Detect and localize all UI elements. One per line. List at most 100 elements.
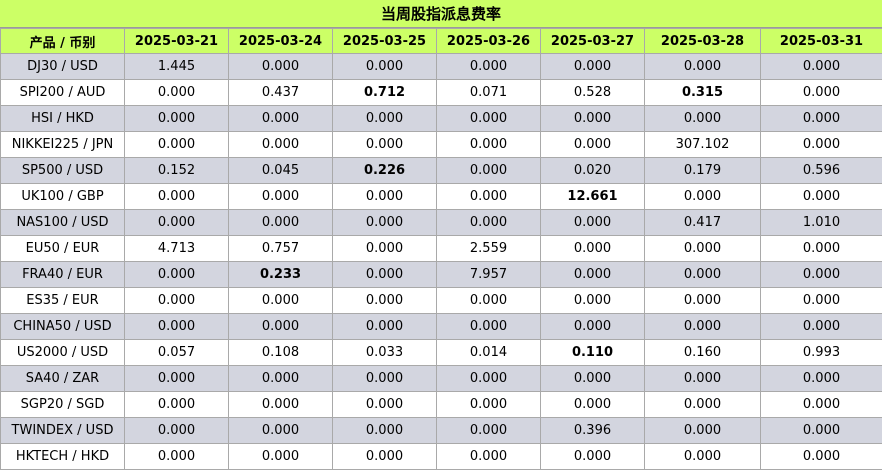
product-cell: SA40 / ZAR (1, 366, 125, 392)
rate-cell: 0.000 (125, 418, 229, 444)
date-header: 2025-03-28 (645, 29, 761, 54)
product-cell: HSI / HKD (1, 106, 125, 132)
rate-cell: 0.014 (437, 340, 541, 366)
sheet-title: 当周股指派息费率 (0, 0, 882, 28)
product-cell: UK100 / GBP (1, 184, 125, 210)
rate-cell: 0.000 (541, 54, 645, 80)
rate-cell: 0.596 (761, 158, 882, 184)
rate-cell: 0.000 (333, 132, 437, 158)
rate-cell: 0.000 (761, 366, 882, 392)
rate-cell: 0.000 (645, 392, 761, 418)
rate-cell: 0.993 (761, 340, 882, 366)
rate-cell: 0.033 (333, 340, 437, 366)
rate-cell: 0.000 (333, 106, 437, 132)
rate-cell: 0.000 (229, 210, 333, 236)
rate-cell: 7.957 (437, 262, 541, 288)
rate-cell: 307.102 (645, 132, 761, 158)
rate-cell: 4.713 (125, 236, 229, 262)
rate-cell: 1.010 (761, 210, 882, 236)
rate-cell: 0.000 (229, 314, 333, 340)
rate-cell: 0.000 (437, 106, 541, 132)
rate-cell: 0.152 (125, 158, 229, 184)
rate-cell: 0.000 (645, 106, 761, 132)
rate-cell: 0.000 (437, 210, 541, 236)
rate-cell: 0.000 (125, 444, 229, 470)
rate-cell: 0.396 (541, 418, 645, 444)
rate-cell: 0.000 (229, 184, 333, 210)
rate-cell: 0.000 (125, 80, 229, 106)
rate-cell: 0.000 (761, 54, 882, 80)
rate-cell: 0.179 (645, 158, 761, 184)
rate-cell: 0.000 (761, 392, 882, 418)
rate-cell: 0.233 (229, 262, 333, 288)
rate-cell: 0.108 (229, 340, 333, 366)
rate-cell: 0.000 (761, 132, 882, 158)
rate-cell: 0.417 (645, 210, 761, 236)
rate-cell: 0.000 (229, 288, 333, 314)
rate-cell: 0.020 (541, 158, 645, 184)
rate-cell: 0.000 (229, 444, 333, 470)
date-header: 2025-03-21 (125, 29, 229, 54)
rate-cell: 0.000 (333, 54, 437, 80)
rate-cell: 0.000 (125, 314, 229, 340)
product-cell: CHINA50 / USD (1, 314, 125, 340)
rate-cell: 0.000 (333, 444, 437, 470)
header-row: 产品 / 币别 2025-03-21 2025-03-24 2025-03-25… (1, 29, 882, 54)
dividend-table: 产品 / 币别 2025-03-21 2025-03-24 2025-03-25… (0, 28, 882, 470)
rate-cell: 0.000 (437, 132, 541, 158)
rate-cell: 0.000 (645, 54, 761, 80)
rate-cell: 0.000 (645, 366, 761, 392)
rate-cell: 0.045 (229, 158, 333, 184)
rate-cell: 0.000 (645, 262, 761, 288)
product-cell: DJ30 / USD (1, 54, 125, 80)
rate-cell: 0.000 (761, 262, 882, 288)
rate-cell: 0.000 (125, 210, 229, 236)
rate-cell: 0.000 (541, 288, 645, 314)
rate-cell: 0.000 (541, 236, 645, 262)
rate-cell: 0.000 (437, 314, 541, 340)
rate-cell: 0.057 (125, 340, 229, 366)
rate-cell: 0.000 (437, 158, 541, 184)
rate-cell: 0.000 (541, 366, 645, 392)
rate-cell: 0.000 (761, 184, 882, 210)
rate-cell: 0.757 (229, 236, 333, 262)
rate-cell: 0.000 (761, 106, 882, 132)
rate-cell: 0.071 (437, 80, 541, 106)
rate-cell: 0.000 (437, 444, 541, 470)
rate-cell: 0.000 (333, 418, 437, 444)
rate-cell: 0.000 (437, 366, 541, 392)
rate-cell: 2.559 (437, 236, 541, 262)
rate-cell: 0.000 (229, 54, 333, 80)
rate-cell: 0.000 (125, 262, 229, 288)
rate-cell: 0.000 (333, 236, 437, 262)
rate-cell: 0.000 (761, 418, 882, 444)
rate-cell: 0.000 (541, 314, 645, 340)
date-header: 2025-03-26 (437, 29, 541, 54)
rate-cell: 0.000 (761, 80, 882, 106)
rate-cell: 0.000 (645, 444, 761, 470)
rate-cell: 0.437 (229, 80, 333, 106)
rate-cell: 0.000 (333, 288, 437, 314)
rate-cell: 0.528 (541, 80, 645, 106)
product-cell: US2000 / USD (1, 340, 125, 366)
rate-cell: 0.000 (541, 210, 645, 236)
rate-cell: 0.000 (437, 54, 541, 80)
product-cell: TWINDEX / USD (1, 418, 125, 444)
product-cell: NIKKEI225 / JPN (1, 132, 125, 158)
rate-cell: 0.000 (645, 236, 761, 262)
